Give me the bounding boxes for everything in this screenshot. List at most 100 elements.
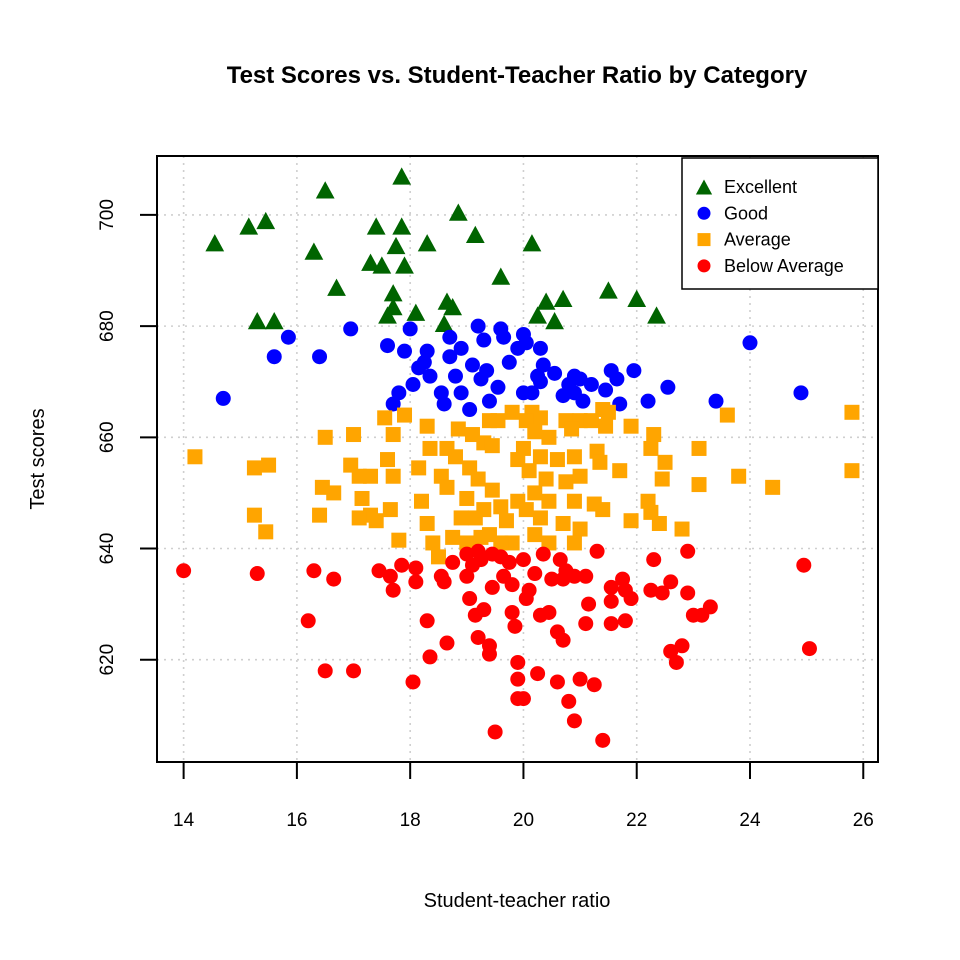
- data-point: [521, 463, 537, 479]
- data-point: [530, 666, 546, 682]
- data-point: [527, 424, 543, 440]
- data-point: [647, 306, 666, 324]
- data-point: [416, 354, 432, 370]
- data-point: [555, 388, 571, 404]
- data-point: [553, 289, 573, 307]
- data-point: [581, 596, 597, 612]
- data-point: [535, 357, 551, 373]
- data-point: [470, 318, 486, 334]
- data-point: [578, 568, 594, 584]
- data-point: [470, 543, 486, 559]
- data-point: [266, 349, 282, 365]
- data-point: [532, 510, 548, 526]
- data-point: [668, 654, 684, 670]
- data-point: [382, 502, 398, 518]
- legend-label: Below Average: [724, 256, 844, 276]
- data-point: [552, 552, 568, 568]
- data-point: [528, 306, 547, 324]
- data-point: [561, 693, 577, 709]
- axis-ticks: 14 16 18 20 22 24 26 620 640 660 680 700: [97, 199, 874, 831]
- data-point: [617, 613, 633, 629]
- data-point: [382, 568, 398, 584]
- data-point: [680, 585, 696, 601]
- data-point: [439, 635, 455, 651]
- data-point: [549, 452, 565, 468]
- data-point: [844, 463, 860, 479]
- data-point: [564, 421, 580, 437]
- data-point: [300, 613, 316, 629]
- data-point: [343, 321, 359, 337]
- data-point: [572, 468, 588, 484]
- data-point: [363, 468, 379, 484]
- data-point: [555, 515, 571, 531]
- y-tick-label: 660: [97, 421, 118, 453]
- data-point: [518, 502, 534, 518]
- x-axis-label: Student-teacher ratio: [424, 890, 611, 912]
- data-point: [527, 566, 543, 582]
- data-point: [623, 513, 639, 529]
- data-point: [465, 225, 485, 244]
- data-point: [464, 427, 480, 443]
- data-point: [326, 571, 342, 587]
- data-point: [448, 203, 468, 221]
- data-point: [439, 479, 455, 495]
- data-point: [545, 311, 564, 330]
- data-point: [408, 560, 424, 576]
- data-point: [205, 234, 225, 252]
- data-point: [674, 521, 690, 537]
- data-point: [493, 499, 509, 515]
- data-point: [425, 535, 441, 551]
- data-point: [246, 507, 262, 523]
- y-tick-label: 700: [97, 199, 118, 231]
- data-point: [385, 468, 401, 484]
- data-point: [187, 449, 203, 465]
- data-point: [708, 393, 724, 409]
- data-point: [598, 382, 614, 398]
- data-point: [504, 535, 520, 551]
- chart-title: Test Scores vs. Student-Teacher Ratio by…: [227, 62, 808, 89]
- data-point: [368, 513, 384, 529]
- data-point: [586, 677, 602, 693]
- data-point: [844, 404, 860, 420]
- data-point: [627, 289, 647, 307]
- data-point: [646, 552, 662, 568]
- data-point: [176, 563, 192, 579]
- x-tick-label: 14: [173, 810, 195, 831]
- data-point: [462, 591, 478, 607]
- data-point: [603, 579, 619, 595]
- data-point: [521, 582, 537, 598]
- data-point: [612, 463, 628, 479]
- data-point: [470, 471, 486, 487]
- data-point: [731, 468, 747, 484]
- data-point: [450, 421, 466, 437]
- data-point: [386, 236, 406, 255]
- data-point: [476, 602, 492, 618]
- data-point: [535, 546, 551, 562]
- data-point: [599, 281, 618, 299]
- series-excellent: [205, 167, 666, 332]
- data-point: [555, 632, 571, 648]
- data-point: [314, 479, 330, 495]
- data-point: [796, 557, 812, 573]
- data-point: [380, 452, 396, 468]
- data-point: [578, 616, 594, 632]
- data-point: [484, 438, 500, 454]
- data-point: [433, 568, 449, 584]
- data-point: [306, 563, 322, 579]
- data-point: [419, 515, 435, 531]
- data-point: [280, 329, 296, 345]
- data-point: [663, 643, 679, 659]
- series-average: [187, 402, 860, 565]
- x-tick-label: 20: [513, 810, 534, 831]
- data-point: [510, 671, 526, 687]
- x-tick-label: 16: [286, 810, 307, 831]
- data-point: [453, 340, 469, 356]
- legend-triangle-icon: [695, 179, 713, 195]
- data-point: [643, 504, 659, 520]
- data-point: [317, 429, 333, 445]
- data-point: [317, 663, 333, 679]
- data-point: [595, 502, 611, 518]
- data-point: [583, 413, 599, 429]
- data-point: [261, 457, 277, 473]
- data-point: [442, 349, 458, 365]
